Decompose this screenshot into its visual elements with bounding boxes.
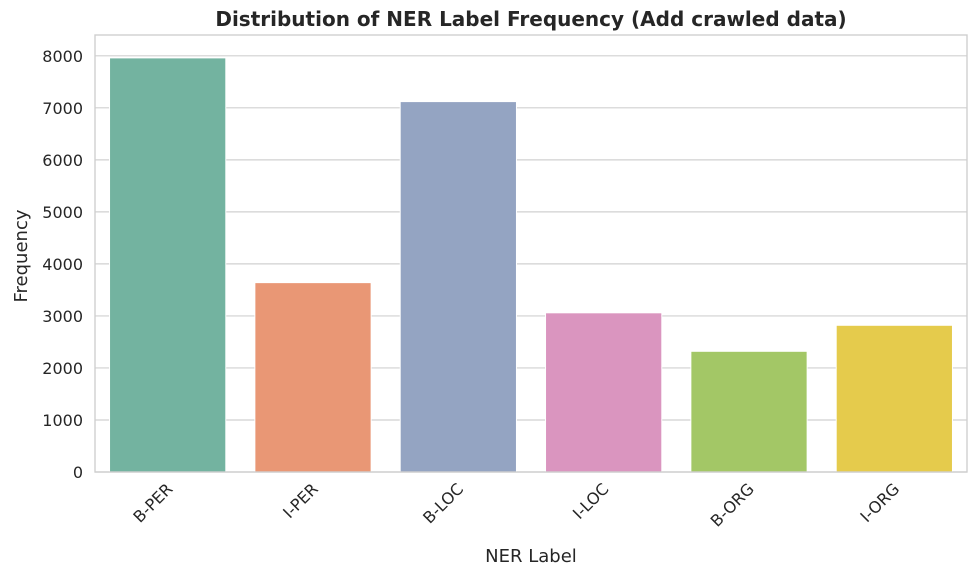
y-tick-labels: 0 1000 2000 3000 4000 5000 6000 7000 8000 xyxy=(42,47,83,482)
x-tick-label: I-PER xyxy=(279,479,322,522)
x-tick-labels: B-PER I-PER B-LOC I-LOC B-ORG I-ORG xyxy=(129,479,903,530)
chart-title: Distribution of NER Label Frequency (Add… xyxy=(215,7,846,31)
y-tick-label: 3000 xyxy=(42,307,83,326)
bar xyxy=(399,101,517,473)
y-tick-label: 5000 xyxy=(42,203,83,222)
x-tick-label: I-ORG xyxy=(856,479,903,526)
y-axis-label: Frequency xyxy=(11,209,32,302)
bar xyxy=(109,57,227,473)
bar xyxy=(835,324,953,473)
axes xyxy=(94,34,968,473)
x-axis-label: NER Label xyxy=(485,546,577,567)
grid-lines xyxy=(95,55,967,473)
x-tick-label: B-LOC xyxy=(419,479,467,527)
y-tick-label: 0 xyxy=(73,463,83,482)
y-tick-label: 8000 xyxy=(42,47,83,66)
y-tick-label: 1000 xyxy=(42,411,83,430)
bar xyxy=(545,312,663,473)
x-tick-label: I-LOC xyxy=(569,479,613,523)
x-tick-label: B-ORG xyxy=(707,479,758,530)
plot-frame xyxy=(94,34,968,473)
bars xyxy=(109,57,953,473)
x-tick-label: B-PER xyxy=(129,479,176,526)
y-tick-label: 6000 xyxy=(42,151,83,170)
y-tick-label: 2000 xyxy=(42,359,83,378)
y-tick-label: 7000 xyxy=(42,99,83,118)
bar xyxy=(254,282,372,473)
y-tick-label: 4000 xyxy=(42,255,83,274)
bar xyxy=(690,350,808,473)
